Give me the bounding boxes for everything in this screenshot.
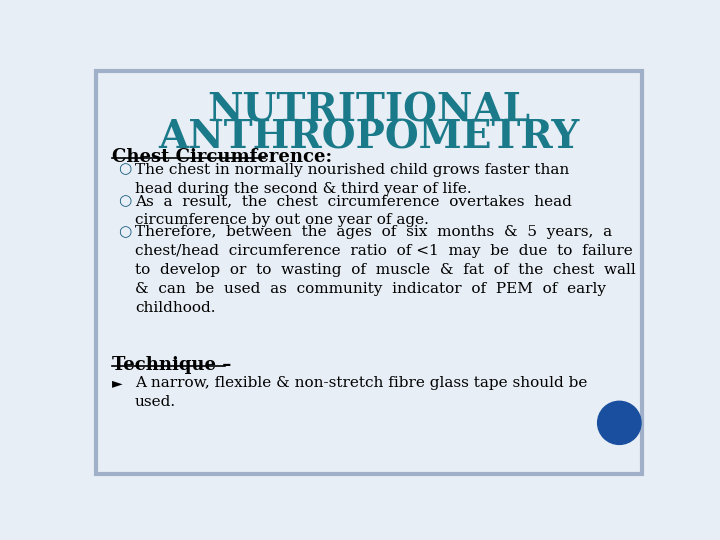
FancyBboxPatch shape — [96, 71, 642, 475]
Text: A narrow, flexible & non-stretch fibre glass tape should be
used.: A narrow, flexible & non-stretch fibre g… — [135, 376, 588, 409]
Text: NUTRITIONAL: NUTRITIONAL — [207, 92, 531, 130]
Text: As  a  result,  the  chest  circumference  overtakes  head
circumference by out : As a result, the chest circumference ove… — [135, 194, 572, 227]
Text: ANTHROPOMETRY: ANTHROPOMETRY — [158, 119, 580, 157]
Text: ○: ○ — [118, 225, 131, 239]
Text: Therefore,  between  the  ages  of  six  months  &  5  years,  a
chest/head  cir: Therefore, between the ages of six month… — [135, 225, 636, 315]
Text: ○: ○ — [118, 194, 131, 208]
Text: ○: ○ — [118, 163, 131, 177]
Text: Technique –: Technique – — [112, 356, 231, 374]
Circle shape — [598, 401, 641, 444]
Text: Chest Circumference:: Chest Circumference: — [112, 148, 332, 166]
Text: ►: ► — [112, 376, 122, 390]
Text: The chest in normally nourished child grows faster than
head during the second &: The chest in normally nourished child gr… — [135, 163, 570, 195]
